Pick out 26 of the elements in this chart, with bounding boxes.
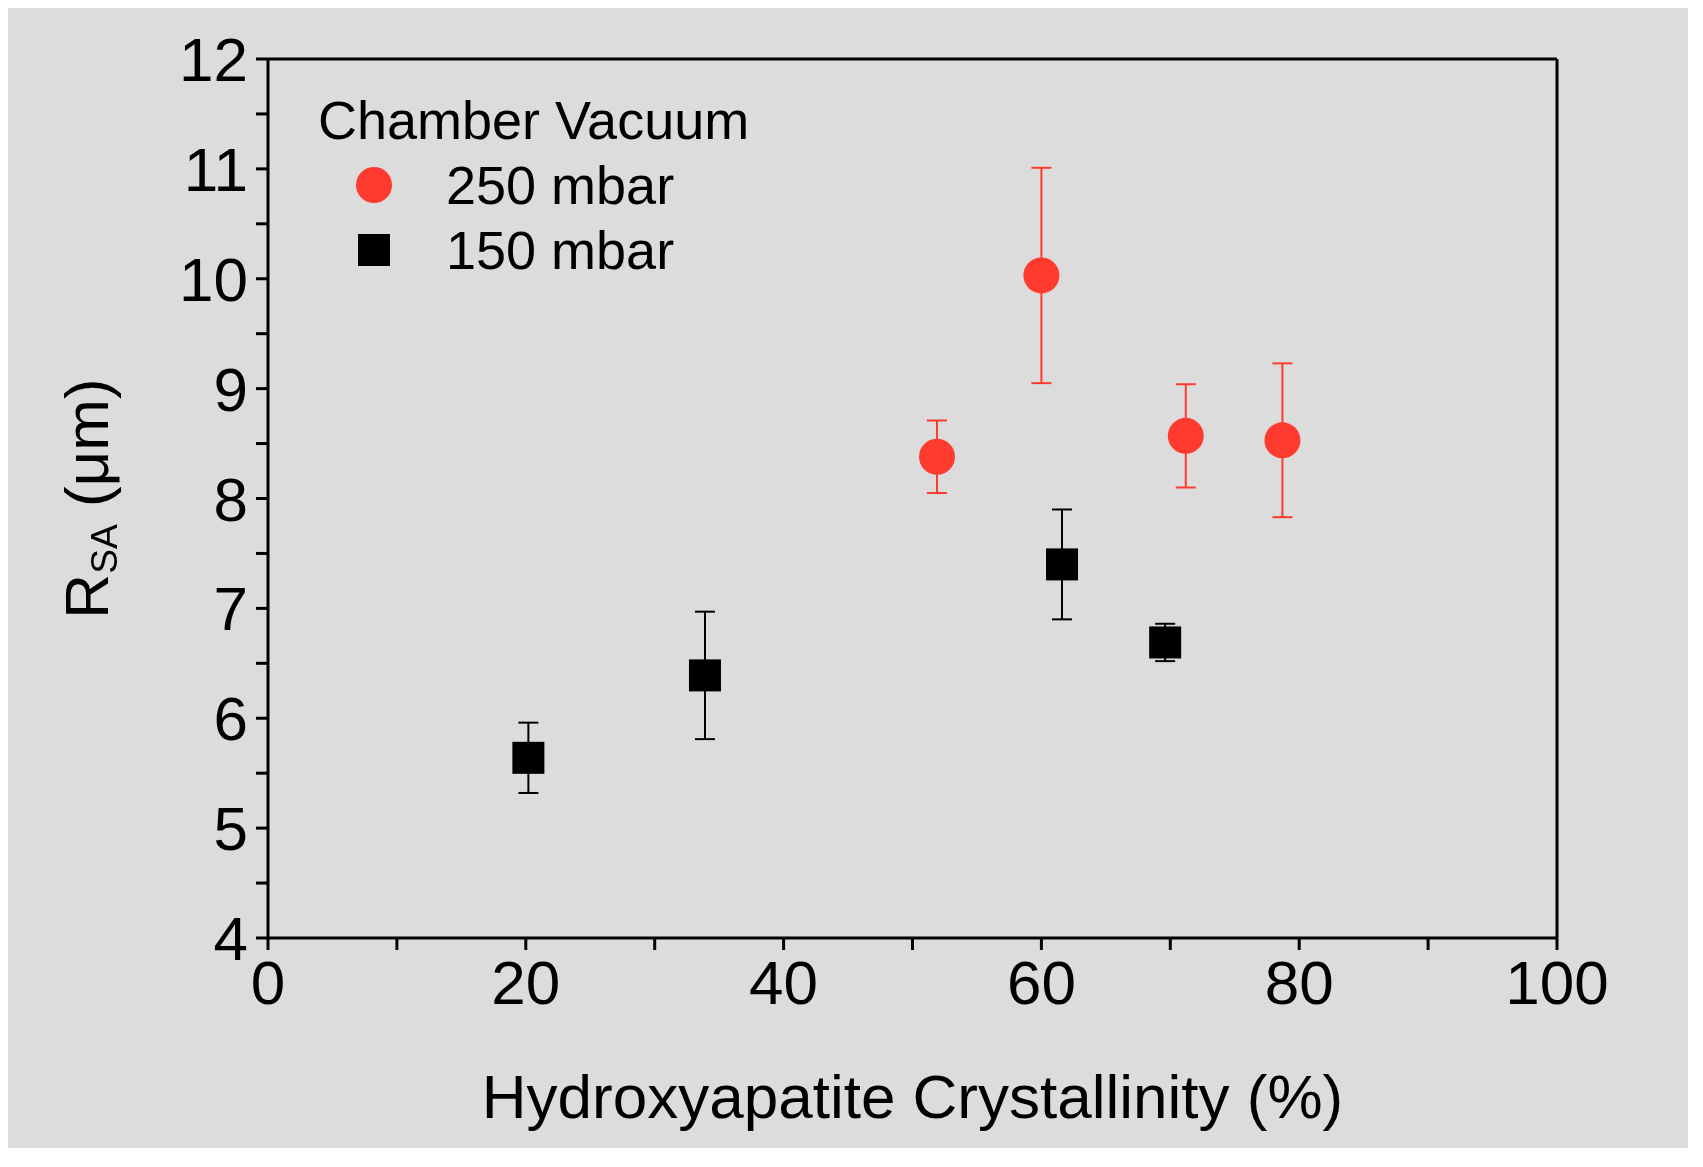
legend-label: 250 mbar <box>446 153 675 217</box>
x-tick-label: 80 <box>1264 948 1334 1018</box>
point <box>688 659 721 692</box>
point <box>1023 257 1060 294</box>
point <box>1264 422 1301 459</box>
y-tick-label: 6 <box>213 684 248 754</box>
y-tick-label: 10 <box>179 244 248 314</box>
point <box>1167 417 1204 454</box>
y-tick-label: 11 <box>183 134 248 204</box>
x-axis-title: Hydroxyapatite Crystallinity (%) <box>481 1062 1344 1131</box>
y-tick-label: 12 <box>179 25 248 95</box>
legend-title: Chamber Vacuum <box>318 89 750 152</box>
y-tick-label: 8 <box>213 464 248 534</box>
y-tick-label: 5 <box>213 794 248 864</box>
y-tick-label: 7 <box>213 574 248 644</box>
x-tick-label: 60 <box>1006 948 1076 1018</box>
x-tick-label: 0 <box>250 948 286 1018</box>
y-tick-label: 9 <box>213 354 248 424</box>
point <box>918 438 955 475</box>
legend-label: 150 mbar <box>446 218 675 282</box>
point <box>512 741 545 774</box>
point <box>1046 548 1079 581</box>
x-tick-label: 20 <box>491 948 561 1018</box>
x-tick-label: 40 <box>749 948 819 1018</box>
y-tick-label: 4 <box>213 904 248 974</box>
x-tick-label: 100 <box>1505 948 1609 1018</box>
